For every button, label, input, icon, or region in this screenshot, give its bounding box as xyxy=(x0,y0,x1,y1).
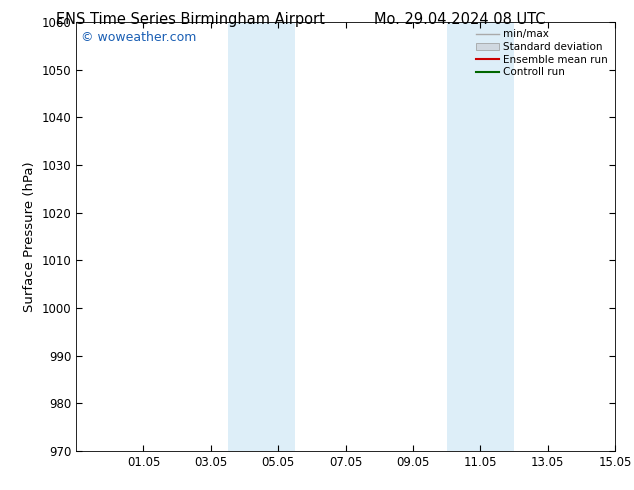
Text: © woweather.com: © woweather.com xyxy=(81,31,197,45)
Text: ENS Time Series Birmingham Airport: ENS Time Series Birmingham Airport xyxy=(56,12,325,27)
Y-axis label: Surface Pressure (hPa): Surface Pressure (hPa) xyxy=(23,161,36,312)
Bar xyxy=(228,22,261,451)
Bar xyxy=(480,22,514,451)
Text: Mo. 29.04.2024 08 UTC: Mo. 29.04.2024 08 UTC xyxy=(374,12,545,27)
Bar xyxy=(261,22,295,451)
Legend: min/max, Standard deviation, Ensemble mean run, Controll run: min/max, Standard deviation, Ensemble me… xyxy=(474,27,610,79)
Bar xyxy=(446,22,480,451)
